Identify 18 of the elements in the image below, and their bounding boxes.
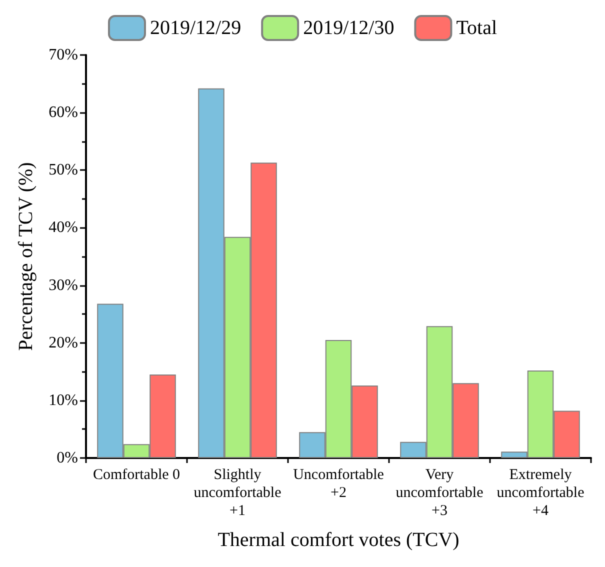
x-tick-label: Uncomfortable +2 xyxy=(293,467,384,501)
y-tick-label: 40% xyxy=(48,219,78,236)
y-tick-label: 60% xyxy=(48,104,78,122)
y-tick-label: 20% xyxy=(48,334,78,352)
x-axis-title: Thermal comfort votes (TCV) xyxy=(218,529,460,551)
x-tick-label: Extremely uncomfortable +4 xyxy=(496,467,585,519)
y-tick-label: 30% xyxy=(48,276,78,294)
y-tick-label: 70% xyxy=(48,46,78,64)
y-tick-label: 50% xyxy=(48,162,78,179)
legend-label: 2019/12/30 xyxy=(303,17,394,39)
legend-label: Total xyxy=(456,17,498,39)
legend-label: 2019/12/29 xyxy=(150,17,242,39)
y-tick-label: 0% xyxy=(56,450,78,466)
y-axis-title: Percentage of TCV (%) xyxy=(15,162,37,351)
x-tick-label: Very uncomfortable +3 xyxy=(396,467,484,519)
y-tick-label: 10% xyxy=(48,392,78,409)
x-tick-label: Slightly uncomfortable +1 xyxy=(194,467,282,519)
x-tick-label: Comfortable 0 xyxy=(92,467,180,483)
